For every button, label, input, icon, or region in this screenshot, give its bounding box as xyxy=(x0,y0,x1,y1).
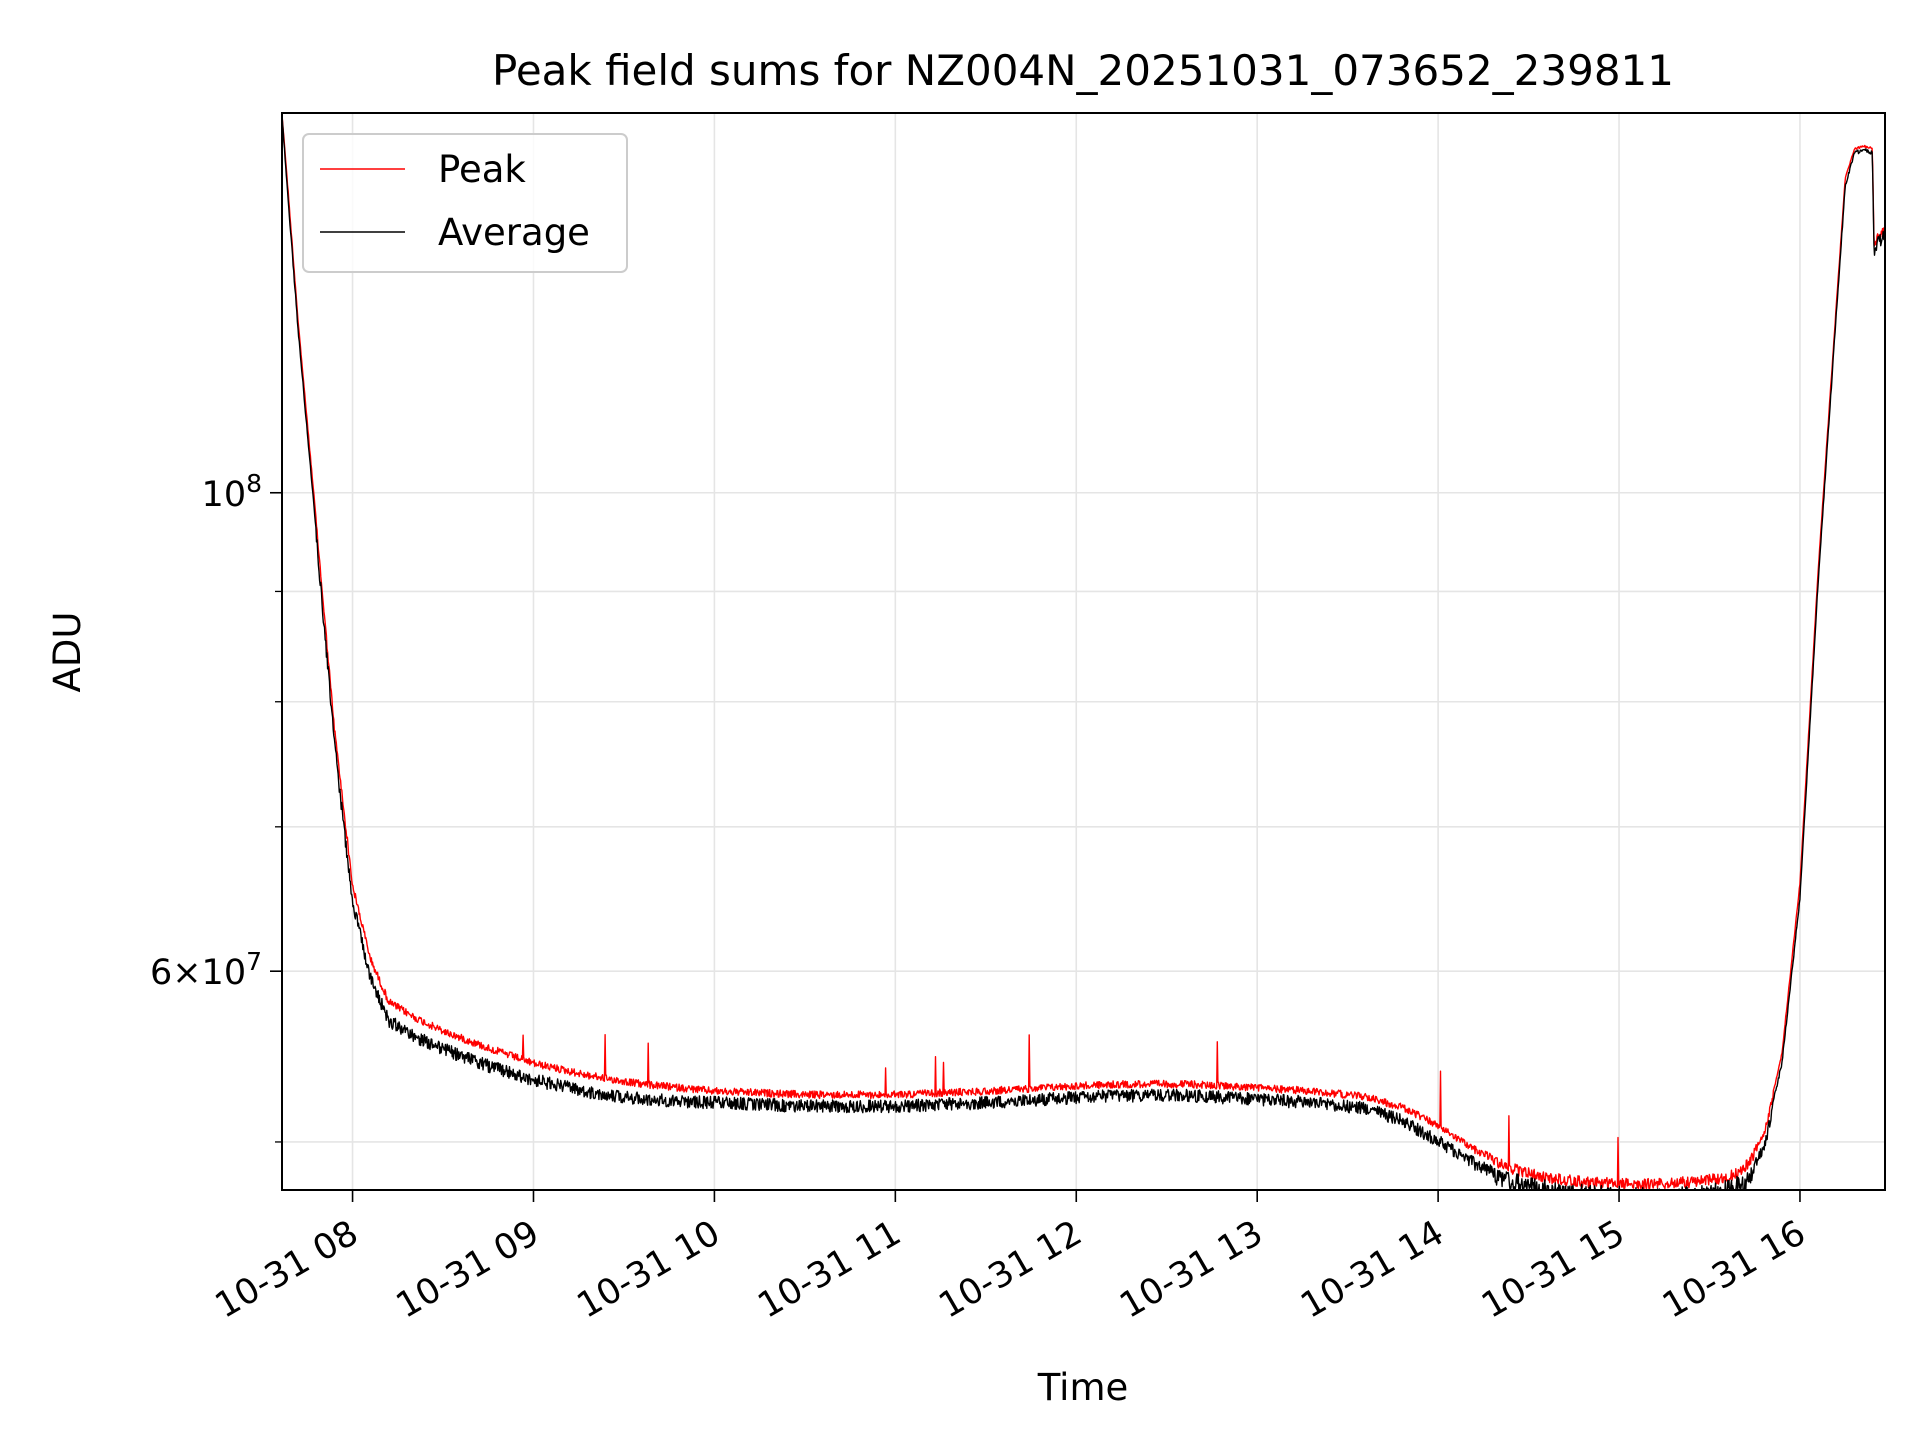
grid-layer xyxy=(282,113,1885,1190)
y-tick-label: 108 xyxy=(202,469,262,515)
series-line-average xyxy=(282,114,1885,1190)
y-axis-label: ADU xyxy=(46,612,89,693)
legend-label-average: Average xyxy=(438,211,590,254)
series-line-peak xyxy=(282,114,1885,1190)
legend-label-peak: Peak xyxy=(438,148,526,191)
chart-title: Peak field sums for NZ004N_20251031_0736… xyxy=(492,46,1674,95)
y-axis-ticks: 108 6×107 xyxy=(150,469,282,1143)
legend: Peak Average xyxy=(302,133,628,273)
plot-frame xyxy=(281,112,1886,1191)
series-layer xyxy=(282,114,1885,1190)
x-axis-label: Time xyxy=(1037,1366,1129,1409)
y-tick-label: 6×107 xyxy=(150,947,262,993)
